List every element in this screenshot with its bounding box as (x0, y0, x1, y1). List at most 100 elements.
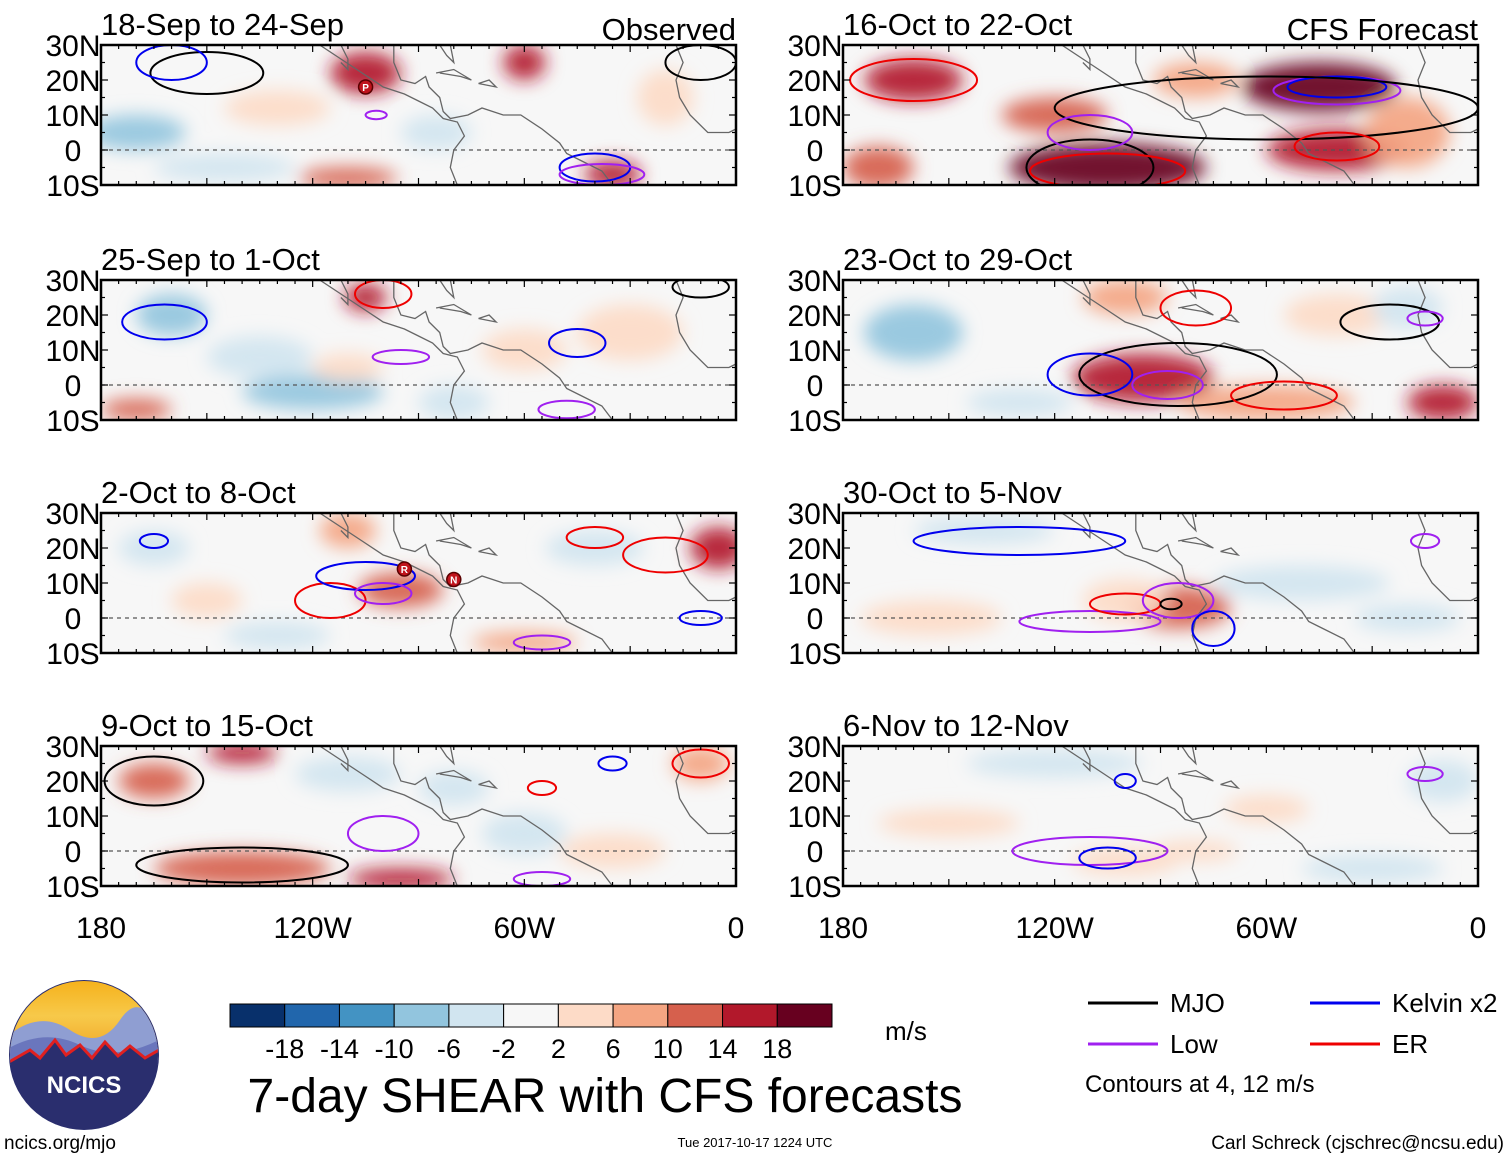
shear-field-blob (1354, 604, 1461, 632)
shear-field-blob (690, 527, 736, 569)
wave-contour (1141, 582, 1215, 619)
panel-period-title: 9-Oct to 15-Oct (101, 708, 313, 743)
colorbar-tick-label: 14 (708, 1034, 738, 1064)
shear-field-blob (878, 809, 1020, 837)
x-tick-label: 120W (273, 912, 352, 945)
coastline (340, 45, 349, 72)
coastline (1082, 45, 1091, 72)
wave-contour (135, 45, 208, 81)
coastline (439, 513, 455, 533)
colorbar-segment (667, 1003, 724, 1028)
shear-field-blob (503, 45, 546, 80)
storm-marker: N (446, 571, 462, 588)
panel-period-title: 6-Nov to 12-Nov (843, 708, 1069, 743)
y-tick-label: 10S (46, 871, 99, 904)
colorbar-tick-label: -18 (265, 1034, 304, 1064)
coastline (435, 769, 472, 782)
shear-field-blob (481, 329, 567, 371)
coastline (1082, 513, 1091, 540)
coastline (1082, 746, 1091, 773)
shear-field-blob (242, 374, 384, 410)
coastline (478, 547, 499, 557)
wave-contour (1046, 114, 1134, 151)
shear-field-blob (118, 763, 190, 799)
y-tick-label: 0 (65, 836, 82, 869)
coastline (478, 314, 499, 324)
coastline (1061, 746, 1208, 886)
coastline (1220, 780, 1241, 790)
shear-field-blob (1082, 280, 1168, 315)
coastline (1135, 45, 1356, 185)
shear-field-blob (1407, 385, 1478, 420)
y-tick-label: 20N (45, 300, 100, 333)
y-tick-label: 20N (45, 65, 100, 98)
wave-contour (1406, 766, 1444, 782)
legend-label-low: Low (1170, 1029, 1218, 1059)
shear-field-blob (418, 770, 490, 806)
panel: 30-Oct to 5-Nov (841, 475, 1480, 655)
coastline (393, 45, 614, 185)
shear-field-blob (1153, 62, 1239, 98)
wave-contour (1406, 310, 1444, 327)
panel-period-title: 18-Sep to 24-Sep (101, 7, 344, 42)
coastline (675, 513, 736, 602)
shear-field-blob (224, 621, 331, 650)
shear-field-blob (966, 388, 1073, 417)
coastline (478, 79, 499, 89)
y-tick-label: 30N (45, 265, 100, 298)
wave-contour (512, 871, 572, 886)
x-tick-label: 120W (1015, 912, 1094, 945)
storm-marker-label: P (362, 83, 369, 94)
y-tick-label: 30N (787, 265, 842, 298)
wave-contour (1028, 152, 1187, 185)
shear-field-blob (637, 69, 694, 126)
shear-field-blob (153, 851, 331, 886)
y-tick-label: 30N (45, 498, 100, 531)
shear-field-blob (1301, 854, 1443, 883)
wave-contour (671, 280, 730, 299)
wave-contour (912, 526, 1127, 556)
colorbar-units: m/s (885, 1016, 927, 1046)
coastline (1177, 769, 1214, 782)
wave-contour (1131, 370, 1204, 400)
shear-field-blob (1178, 385, 1355, 420)
shear-field-blob (843, 146, 914, 185)
coastline (319, 746, 466, 886)
shear-field-blob (224, 90, 331, 126)
x-tick-label: 60W (493, 912, 555, 945)
wave-contour (622, 536, 709, 574)
wave-contour (664, 45, 736, 81)
panel: 25-Sep to 1-Oct (99, 242, 738, 422)
shear-field-blob (1283, 294, 1390, 336)
wave-contour (1078, 342, 1278, 407)
coastline (1181, 45, 1197, 65)
y-tick-label: 10N (45, 100, 100, 133)
colorbar-tick-label: -6 (437, 1034, 461, 1064)
footer-url[interactable]: ncics.org/mjo (4, 1133, 116, 1154)
wave-contour (1409, 533, 1441, 549)
wave-contour (354, 280, 413, 309)
panel: 18-Sep to 24-Sep Observed P (99, 7, 738, 187)
panels-group: 18-Sep to 24-Sep Observed P 16-Oct to 22-Oc… (99, 7, 1480, 888)
y-tick-label: 10N (787, 100, 842, 133)
shear-field-blob (347, 868, 454, 886)
storm-marker: P (357, 79, 374, 95)
coastline (1177, 68, 1214, 81)
y-tick-label: 10S (788, 170, 841, 203)
coastline (1135, 513, 1356, 653)
panel: 16-Oct to 22-Oct CFS Forecast (841, 7, 1480, 187)
panel: 9-Oct to 15-Oct (99, 708, 738, 888)
y-tick-label: 10N (45, 801, 100, 834)
shear-field-blob (559, 833, 666, 869)
coastline (439, 280, 455, 300)
panel: 6-Nov to 12-Nov (841, 708, 1480, 888)
wave-contour (537, 399, 596, 420)
coastline (1220, 79, 1241, 89)
shear-field-blob (1365, 97, 1450, 168)
coastline (319, 513, 466, 653)
y-tick-label: 20N (45, 766, 100, 799)
coastline (435, 536, 472, 549)
y-tick-label: 30N (787, 30, 842, 63)
shear-field-blob (312, 353, 384, 382)
y-tick-label: 10N (45, 335, 100, 368)
